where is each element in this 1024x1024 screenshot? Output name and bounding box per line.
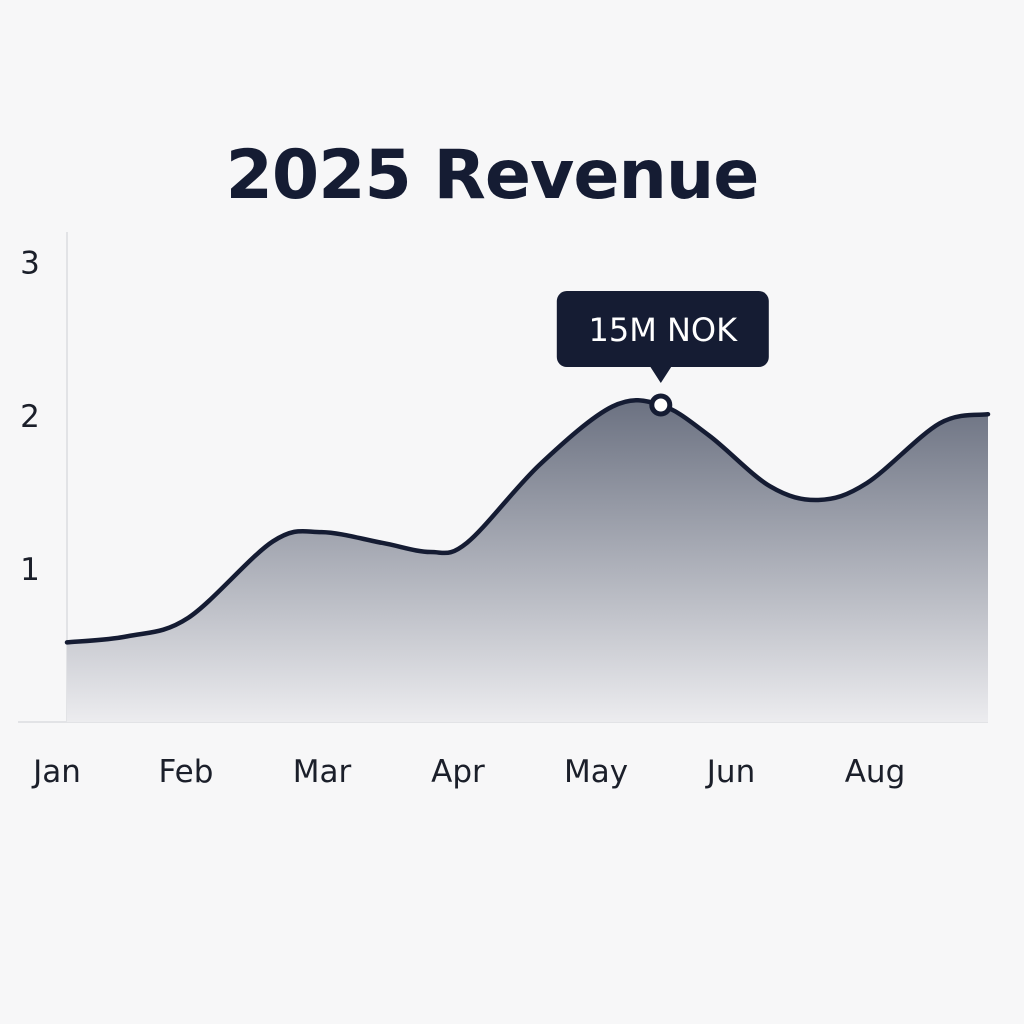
x-tick-label: Apr xyxy=(431,754,485,790)
y-tick-labels: 1 2 3 xyxy=(20,246,40,588)
x-tick-label: Jun xyxy=(705,754,755,790)
tooltip-pointer xyxy=(649,366,672,384)
tooltip-label: 15M NOK xyxy=(588,311,738,349)
tooltip-box xyxy=(556,291,769,368)
chart-title: 2025 Revenue xyxy=(225,136,760,215)
y-tick-label: 2 xyxy=(20,399,40,435)
x-tick-label: Mar xyxy=(293,754,352,790)
y-tick-label: 1 xyxy=(20,552,40,588)
x-tick-label: Jan xyxy=(31,754,81,790)
x-tick-label: Aug xyxy=(845,754,906,790)
x-tick-label: May xyxy=(564,754,628,790)
peak-point-marker xyxy=(649,393,673,417)
x-tick-label: Feb xyxy=(159,754,214,790)
area-fill xyxy=(67,400,988,722)
peak-tooltip: 15M NOK xyxy=(556,291,769,417)
y-tick-label: 3 xyxy=(20,246,40,282)
x-tick-labels: Jan Feb Mar Apr May Jun Aug xyxy=(31,754,905,790)
series-line xyxy=(64,397,991,645)
